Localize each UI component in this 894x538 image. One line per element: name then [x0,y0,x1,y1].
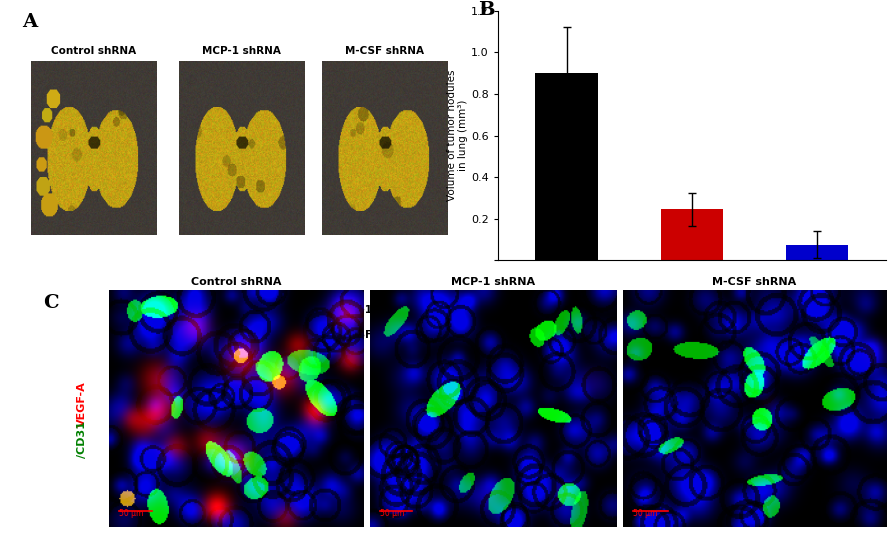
Text: +: + [809,328,821,342]
Text: Control shRNA: Control shRNA [51,46,136,55]
Title: MCP-1 shRNA: MCP-1 shRNA [451,278,535,287]
Text: 50 μm: 50 μm [119,509,144,518]
Text: -: - [564,328,569,342]
Text: VEGF-A: VEGF-A [77,381,87,427]
Text: 50 μm: 50 μm [380,509,404,518]
Text: -: - [564,303,569,317]
Text: B: B [477,1,494,19]
Title: Control shRNA: Control shRNA [191,278,282,287]
Bar [535,73,597,260]
Text: -: - [813,303,818,317]
Text: 50 μm: 50 μm [633,509,657,518]
Text: +: + [686,303,697,317]
Text: M-CSF shRNA: M-CSF shRNA [344,46,423,55]
Bar [785,245,848,260]
Bar [660,209,722,260]
Text: MCP-1 shRNA: MCP-1 shRNA [201,46,281,55]
Y-axis label: Volume of tumor nodules
in lung (mm³): Volume of tumor nodules in lung (mm³) [446,70,468,201]
Text: MCP-1 shRNA: MCP-1 shRNA [334,305,413,315]
Text: M-CSF shRNA: M-CSF shRNA [334,330,413,340]
Title: M-CSF shRNA: M-CSF shRNA [712,278,796,287]
Text: -: - [688,328,694,342]
Text: A: A [22,13,38,31]
Text: /CD31: /CD31 [77,421,87,458]
Text: C: C [43,294,59,313]
